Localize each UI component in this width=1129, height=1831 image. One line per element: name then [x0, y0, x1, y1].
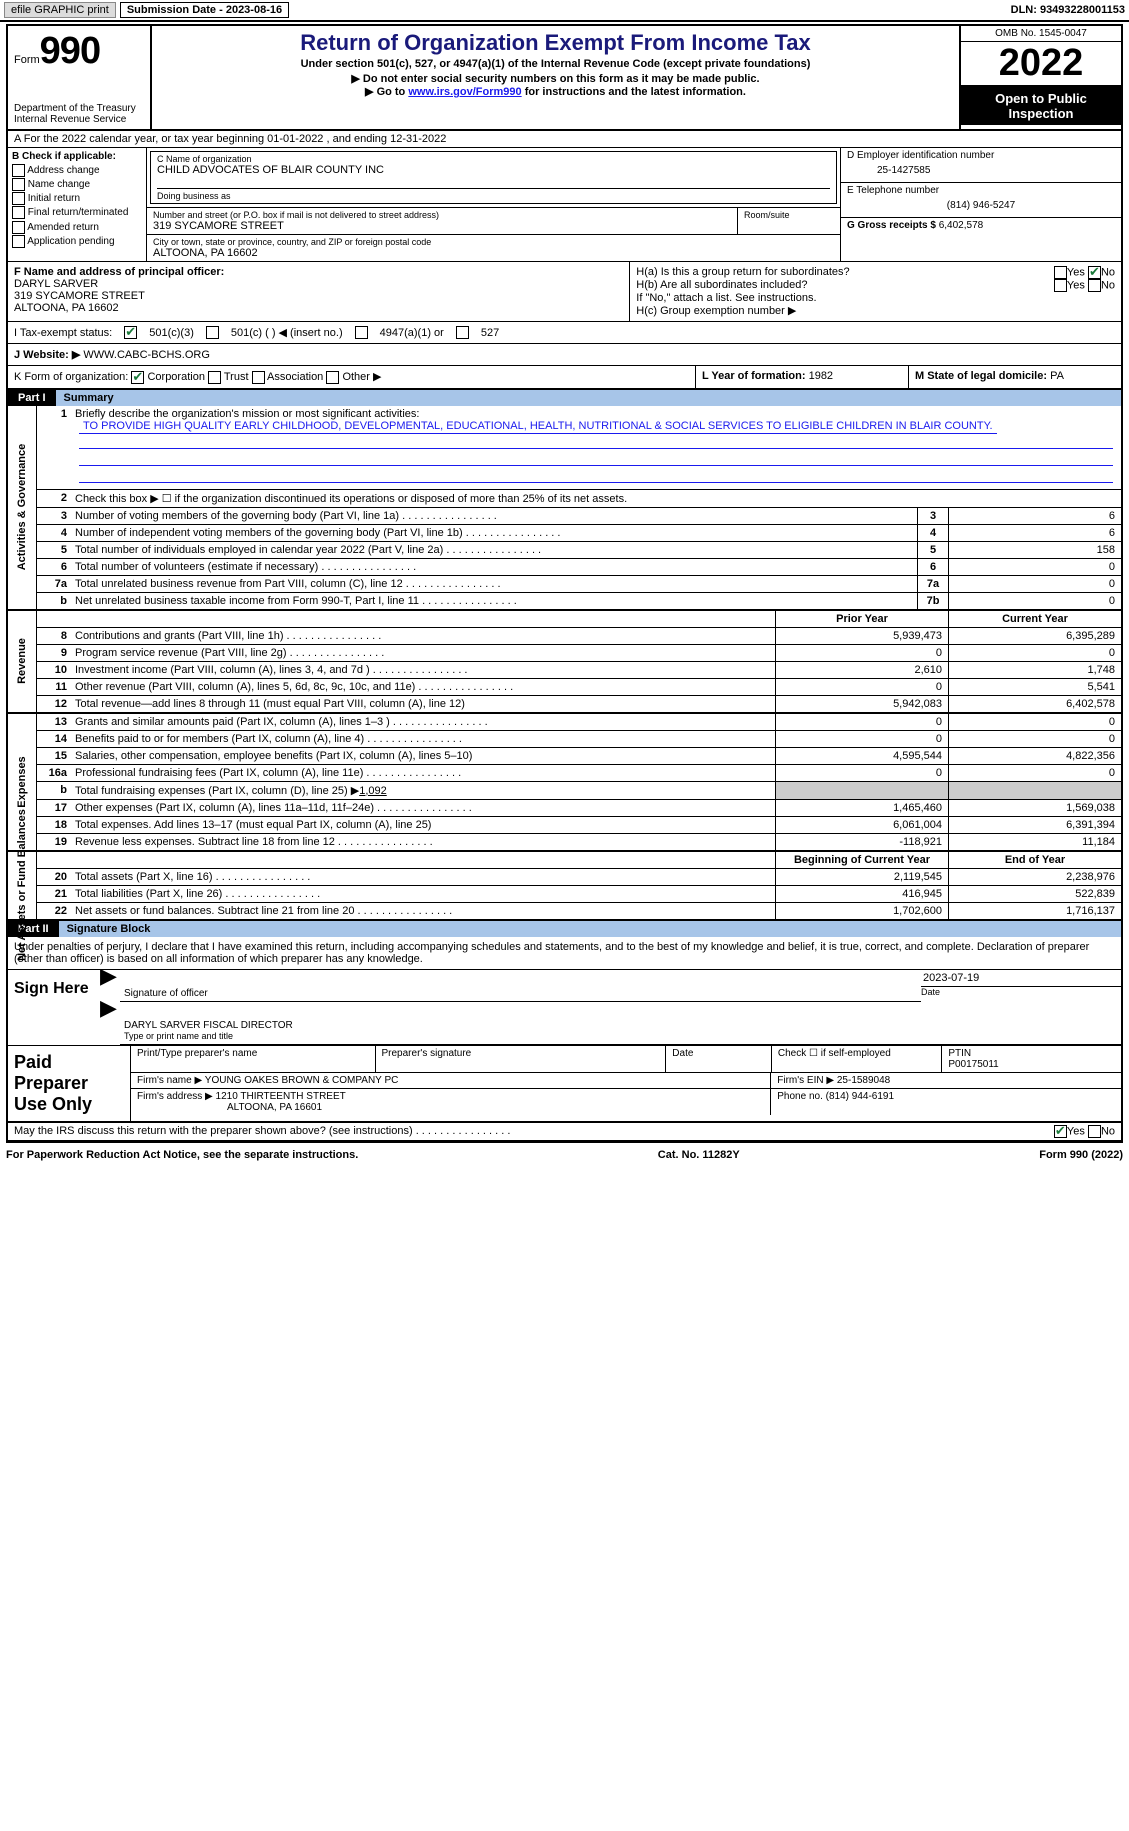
paid-preparer-label: Paid Preparer Use Only [8, 1046, 130, 1121]
line3-value: 6 [949, 508, 1121, 524]
hb-no[interactable] [1088, 279, 1101, 292]
mission-text: TO PROVIDE HIGH QUALITY EARLY CHILDHOOD,… [79, 420, 997, 434]
line-a-period: A For the 2022 calendar year, or tax yea… [8, 131, 1121, 148]
top-toolbar: efile GRAPHIC print Submission Date - 20… [0, 0, 1129, 22]
irs-link[interactable]: www.irs.gov/Form990 [408, 86, 521, 98]
check-corp[interactable] [131, 371, 144, 384]
form-990: Form990 Department of the Treasury Inter… [6, 24, 1123, 1143]
part-i-header: Part I Summary [8, 390, 1121, 406]
public-inspection: Open to Public Inspection [961, 87, 1121, 125]
check-initial-return[interactable] [12, 192, 25, 205]
line-l-year: L Year of formation: 1982 [695, 366, 908, 388]
ha-no[interactable] [1088, 266, 1101, 279]
check-amended[interactable] [12, 221, 25, 234]
form-identifier: Form990 Department of the Treasury Inter… [8, 26, 152, 129]
city-state-zip: ALTOONA, PA 16602 [153, 247, 834, 259]
section-f-officer: F Name and address of principal officer:… [8, 262, 629, 321]
phone-label: E Telephone number [847, 185, 1115, 196]
goto-line: ▶ Go to www.irs.gov/Form990 for instruct… [158, 85, 953, 98]
discuss-no[interactable] [1088, 1125, 1101, 1138]
form-subtitle: Under section 501(c), 527, or 4947(a)(1)… [158, 58, 953, 70]
efile-print-button[interactable]: efile GRAPHIC print [4, 2, 116, 18]
page-footer: For Paperwork Reduction Act Notice, see … [0, 1145, 1129, 1165]
dba-label: Doing business as [157, 188, 830, 201]
check-trust[interactable] [208, 371, 221, 384]
line-i-status: I Tax-exempt status: 501(c)(3) 501(c) ( … [8, 322, 1121, 344]
ein-value: 25-1427585 [847, 161, 1115, 180]
ha-yes[interactable] [1054, 266, 1067, 279]
tax-year: 2022 [961, 42, 1121, 87]
officer-name-title: DARYL SARVER FISCAL DIRECTOR [124, 1020, 293, 1031]
form-title: Return of Organization Exempt From Incom… [158, 30, 953, 56]
vlabel-netassets: Net Assets or Fund Balances [8, 852, 37, 919]
org-name: CHILD ADVOCATES OF BLAIR COUNTY INC [157, 164, 830, 176]
vlabel-revenue: Revenue [8, 611, 37, 712]
check-app-pending[interactable] [12, 235, 25, 248]
org-name-label: C Name of organization [157, 154, 830, 164]
ssn-warning: ▶ Do not enter social security numbers o… [158, 72, 953, 85]
check-4947[interactable] [355, 326, 368, 339]
ptin-value: P00175011 [948, 1059, 998, 1070]
street-address: 319 SYCAMORE STREET [153, 220, 731, 232]
vlabel-activities: Activities & Governance [8, 406, 37, 609]
firm-name: YOUNG OAKES BROWN & COMPANY PC [205, 1075, 399, 1086]
omb-number: OMB No. 1545-0047 [961, 26, 1121, 42]
hb-yes[interactable] [1054, 279, 1067, 292]
line-j-website: J Website: ▶ WWW.CABC-BCHS.ORG [8, 344, 1121, 365]
check-assoc[interactable] [252, 371, 265, 384]
check-501c3[interactable] [124, 326, 137, 339]
check-527[interactable] [456, 326, 469, 339]
check-final-return[interactable] [12, 206, 25, 219]
section-b-checkboxes: B Check if applicable: Address change Na… [8, 148, 147, 261]
discuss-yes[interactable] [1054, 1125, 1067, 1138]
dln-number: DLN: 93493228001153 [1011, 4, 1125, 16]
perjury-declaration: Under penalties of perjury, I declare th… [8, 937, 1121, 970]
line-m-state: M State of legal domicile: PA [908, 366, 1121, 388]
discuss-row: May the IRS discuss this return with the… [8, 1123, 1121, 1141]
preparer-phone: (814) 944-6191 [826, 1091, 894, 1102]
firm-ein: 25-1589048 [837, 1075, 890, 1086]
phone-value: (814) 946-5247 [847, 196, 1115, 215]
officer-signature-line[interactable]: Signature of officer [120, 986, 921, 1002]
line-k-org-form: K Form of organization: Corporation Trus… [8, 366, 695, 388]
submission-date: Submission Date - 2023-08-16 [120, 2, 289, 18]
sign-here-label: Sign Here [8, 970, 100, 1045]
sig-date: 2023-07-19 [921, 970, 1121, 987]
gross-receipts: 6,402,578 [939, 220, 984, 231]
ein-label: D Employer identification number [847, 150, 1115, 161]
check-other[interactable] [326, 371, 339, 384]
room-suite-label: Room/suite [737, 208, 840, 234]
check-501c[interactable] [206, 326, 219, 339]
check-name-change[interactable] [12, 178, 25, 191]
section-h: H(a) Is this a group return for subordin… [629, 262, 1121, 321]
check-address-change[interactable] [12, 164, 25, 177]
dept-treasury: Department of the Treasury Internal Reve… [14, 103, 144, 125]
part-ii-header: Part II Signature Block [8, 921, 1121, 937]
